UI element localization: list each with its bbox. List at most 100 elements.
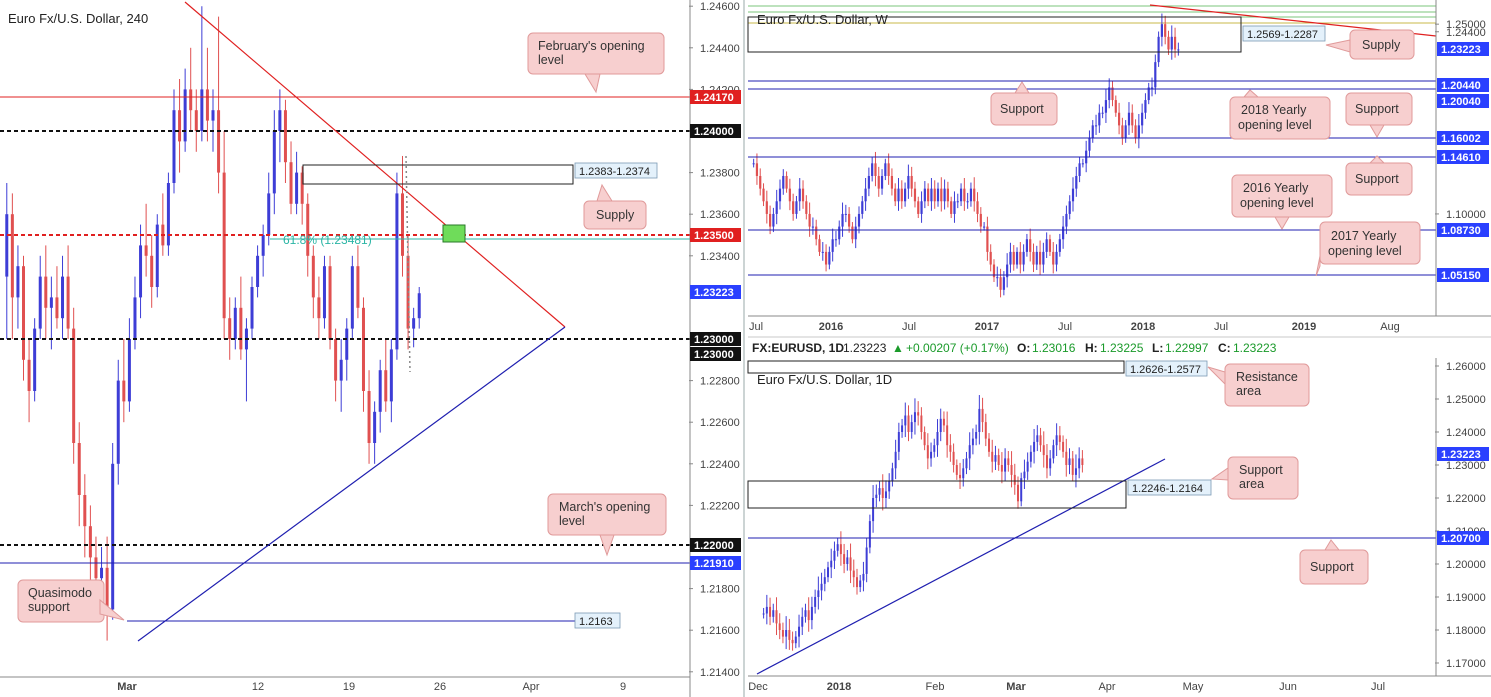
weekly-candle-body	[884, 163, 887, 176]
h4-x-tick-label: Mar	[117, 681, 137, 693]
daily-y-tick-label: 1.22000	[1446, 493, 1486, 505]
weekly-candle-body	[1167, 36, 1170, 50]
weekly-candle-body	[765, 201, 768, 214]
weekly-price-tag: 1.05150	[1437, 268, 1489, 282]
h4-candle	[16, 245, 20, 329]
weekly-y-tick-label: 1.10000	[1446, 209, 1486, 221]
daily-candle	[833, 541, 836, 570]
h4-candle-body	[378, 370, 382, 412]
weekly-candle	[1088, 130, 1091, 158]
daily-candle	[791, 631, 794, 651]
daily-candle-body	[839, 544, 842, 555]
weekly-candle	[910, 166, 913, 197]
daily-candle-body	[878, 488, 881, 495]
weekly-candle	[979, 207, 982, 233]
weekly-candle	[1032, 243, 1035, 273]
daily-candle	[875, 484, 878, 508]
weekly-candle-body	[907, 175, 910, 189]
h4-candle-body	[334, 339, 338, 381]
daily-y-tick-label: 1.20000	[1446, 559, 1486, 571]
h4-candle	[328, 255, 332, 350]
daily-candle	[862, 561, 865, 592]
h4-candle	[367, 370, 371, 464]
h4-candle	[127, 318, 131, 412]
weekly-candle-body	[1157, 36, 1160, 63]
daily-candle-body	[936, 432, 939, 446]
daily-candle-body	[933, 445, 936, 452]
daily-callout-support: Support	[1299, 539, 1369, 585]
daily-callout-resistance-text-1: Resistance	[1236, 370, 1298, 384]
h4-price-tag-label: 1.21910	[694, 558, 734, 570]
weekly-panel: 1.2569-1.2287 Euro Fx/U.S. Dollar, W Sup…	[747, 0, 1491, 333]
weekly-x-tick-label: Jul	[1214, 321, 1228, 333]
h4-y-tick-label: 1.22800	[700, 376, 740, 388]
weekly-candle-body	[940, 188, 943, 202]
weekly-candle-body	[778, 188, 782, 202]
daily-candle-body	[971, 438, 974, 446]
daily-candle	[994, 445, 997, 471]
weekly-candle-body	[1177, 49, 1180, 51]
h4-price-tag-label: 1.22000	[694, 540, 734, 552]
weekly-candle	[1055, 244, 1058, 272]
daily-candle	[891, 462, 894, 487]
daily-y-tick-label: 1.19000	[1446, 592, 1486, 604]
daily-candle-body	[843, 554, 846, 564]
daily-candle	[901, 418, 904, 438]
weekly-supply-zone	[747, 16, 1242, 53]
daily-candle	[997, 448, 1000, 471]
daily-candle	[1020, 472, 1023, 507]
daily-candle	[1058, 426, 1061, 451]
h4-quasimodo-label-box	[574, 612, 621, 629]
h4-price-tag-label: 1.23500	[694, 230, 734, 242]
daily-candle-body	[849, 557, 852, 571]
daily-background	[748, 358, 1436, 676]
daily-candle	[817, 576, 820, 610]
h4-y-tick-label: 1.22600	[700, 417, 740, 429]
weekly-candle	[1101, 106, 1104, 119]
daily-close: 1.23223	[1233, 341, 1277, 355]
h4-fib-label: 61.8% (1.23481)	[283, 233, 372, 247]
h4-candle-body	[289, 162, 293, 204]
h4-supply-zone-label: 1.2383-1.2374	[579, 166, 650, 178]
daily-candle	[855, 568, 858, 595]
weekly-candle	[1058, 233, 1061, 257]
weekly-candle-body	[1117, 112, 1121, 126]
daily-callout-support-area: Support area	[1210, 456, 1299, 500]
daily-candle-body	[833, 550, 836, 561]
weekly-callout-support-2-text: Support	[1355, 102, 1399, 116]
h4-candle-body	[384, 370, 388, 402]
daily-candle-body	[888, 481, 891, 492]
daily-candle-body	[794, 636, 797, 644]
daily-x-tick-label: Feb	[926, 681, 945, 693]
h4-price-tags: 1.24170 1.24000 1.23500 1.23223 1.23000 1.230…	[690, 90, 742, 570]
weekly-candle	[831, 228, 834, 262]
weekly-candle	[1006, 253, 1009, 288]
h4-candle	[300, 166, 304, 225]
daily-candle	[1036, 425, 1039, 452]
h4-vertical-dotted-line	[405, 155, 411, 373]
weekly-candle-body	[936, 188, 940, 202]
daily-candle	[988, 433, 991, 457]
weekly-callout-support-1: Support	[990, 81, 1058, 126]
h4-candle	[350, 255, 354, 339]
daily-candle	[846, 550, 849, 571]
daily-candle	[917, 401, 920, 426]
weekly-candle-body	[821, 251, 824, 253]
daily-candle	[765, 594, 768, 625]
weekly-candle-body	[897, 188, 900, 202]
weekly-candle	[1154, 54, 1157, 95]
daily-candle	[1016, 476, 1019, 509]
daily-symbol: FX:EURUSD, 1D	[752, 341, 844, 355]
weekly-candle	[880, 169, 884, 195]
daily-candle-body	[965, 458, 968, 469]
daily-candle	[965, 451, 968, 475]
daily-candle-body	[791, 639, 794, 644]
h4-candle-body	[116, 380, 120, 464]
daily-callout-resistance-text-2: area	[1236, 384, 1261, 398]
h4-candle	[373, 401, 377, 464]
h4-candle-body	[94, 557, 98, 579]
daily-x-tick-label: Jul	[1371, 681, 1385, 693]
daily-candle-body	[952, 451, 955, 465]
h4-candle-body	[367, 391, 371, 443]
